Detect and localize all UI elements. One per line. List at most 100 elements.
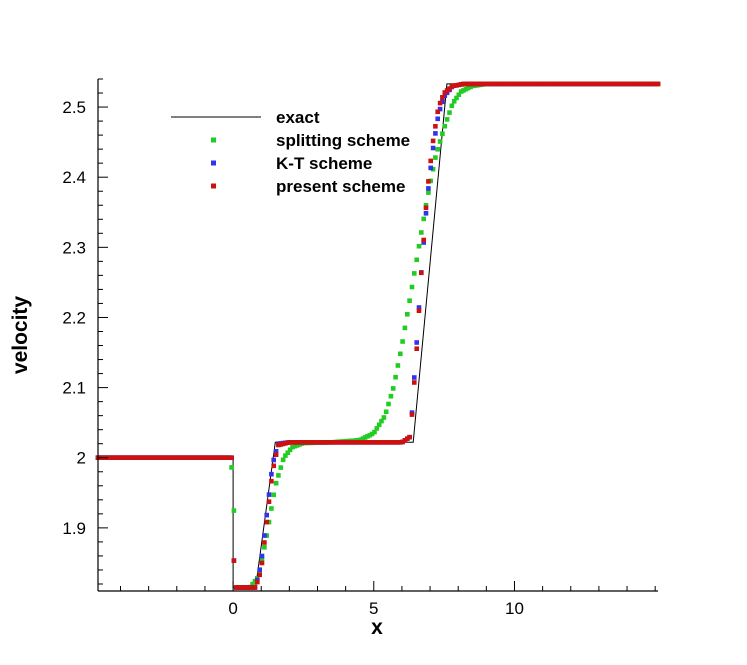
- marker-k-t-scheme: [259, 553, 265, 559]
- marker-present-scheme: [423, 205, 429, 211]
- marker-present-scheme: [489, 81, 494, 87]
- marker-present-scheme: [292, 440, 298, 445]
- marker-present-scheme: [494, 81, 499, 87]
- marker-splitting-scheme: [456, 92, 462, 97]
- marker-present-scheme: [266, 499, 272, 504]
- marker-present-scheme: [243, 585, 248, 590]
- marker-present-scheme: [151, 455, 157, 460]
- marker-present-scheme: [250, 585, 255, 590]
- marker-present-scheme: [280, 441, 286, 447]
- marker-present-scheme: [287, 440, 293, 445]
- marker-splitting-scheme: [426, 190, 431, 195]
- marker-present-scheme: [201, 455, 206, 460]
- x-tick-label: 10: [505, 599, 524, 618]
- marker-k-t-scheme: [273, 449, 279, 454]
- marker-k-t-scheme: [414, 340, 419, 345]
- marker-splitting-scheme: [461, 88, 466, 93]
- marker-splitting-scheme: [412, 271, 417, 276]
- marker-present-scheme: [189, 455, 194, 460]
- marker-present-scheme: [255, 579, 260, 585]
- marker-splitting-scheme: [416, 243, 422, 249]
- marker-present-scheme: [168, 455, 173, 460]
- marker-present-scheme: [435, 109, 440, 115]
- marker-present-scheme: [655, 81, 661, 87]
- marker-splitting-scheme: [449, 103, 455, 109]
- marker-k-t-scheme: [433, 131, 438, 136]
- marker-present-scheme: [571, 81, 576, 87]
- marker-splitting-scheme: [271, 492, 276, 498]
- marker-k-t-scheme: [271, 457, 276, 463]
- marker-splitting-scheme: [231, 508, 237, 513]
- marker-present-scheme: [545, 81, 551, 87]
- marker-present-scheme: [205, 455, 211, 460]
- marker-present-scheme: [608, 81, 614, 87]
- marker-splitting-scheme: [285, 450, 291, 455]
- marker-k-t-scheme: [257, 567, 262, 572]
- marker-present-scheme: [597, 81, 602, 87]
- marker-present-scheme: [269, 478, 274, 484]
- marker-present-scheme: [522, 81, 527, 87]
- marker-present-scheme: [629, 81, 635, 87]
- marker-splitting-scheme: [409, 284, 415, 290]
- marker-splitting-scheme: [287, 447, 293, 453]
- marker-splitting-scheme: [390, 386, 396, 391]
- marker-present-scheme: [341, 440, 347, 445]
- marker-present-scheme: [374, 440, 380, 445]
- marker-present-scheme: [590, 81, 595, 87]
- marker-splitting-scheme: [468, 84, 473, 90]
- marker-splitting-scheme: [379, 418, 384, 424]
- marker-k-t-scheme: [426, 186, 431, 191]
- marker-present-scheme: [444, 88, 450, 93]
- marker-present-scheme: [440, 95, 445, 100]
- marker-present-scheme: [547, 81, 553, 87]
- marker-present-scheme: [428, 158, 433, 164]
- y-tick-label: 2.3: [62, 238, 86, 257]
- marker-present-scheme: [468, 81, 473, 87]
- marker-splitting-scheme: [407, 298, 412, 303]
- marker-k-t-scheme: [430, 145, 436, 151]
- legend-swatch: [211, 160, 216, 166]
- marker-splitting-scheme: [451, 99, 457, 104]
- marker-splitting-scheme: [430, 166, 436, 172]
- marker-k-t-scheme: [412, 375, 417, 380]
- marker-present-scheme: [369, 440, 375, 445]
- marker-present-scheme: [430, 138, 436, 144]
- marker-splitting-scheme: [262, 545, 267, 550]
- marker-present-scheme: [262, 540, 267, 545]
- marker-present-scheme: [217, 455, 223, 460]
- marker-present-scheme: [395, 440, 401, 445]
- marker-present-scheme: [135, 455, 141, 460]
- marker-present-scheme: [592, 81, 597, 87]
- marker-splitting-scheme: [421, 216, 426, 222]
- marker-present-scheme: [325, 440, 330, 445]
- marker-present-scheme: [123, 455, 129, 460]
- marker-present-scheme: [140, 455, 145, 460]
- marker-present-scheme: [226, 455, 232, 460]
- marker-present-scheme: [264, 519, 269, 525]
- marker-k-t-scheme: [269, 471, 274, 477]
- marker-present-scheme: [625, 81, 630, 87]
- marker-splitting-scheme: [435, 147, 440, 152]
- marker-splitting-scheme: [292, 443, 298, 449]
- marker-present-scheme: [618, 81, 623, 87]
- marker-splitting-scheme: [278, 465, 284, 470]
- y-tick-label: 2.2: [62, 308, 86, 327]
- marker-splitting-scheme: [381, 415, 387, 420]
- marker-present-scheme: [465, 81, 471, 87]
- marker-present-scheme: [651, 81, 656, 87]
- marker-splitting-scheme: [414, 257, 419, 263]
- marker-present-scheme: [318, 440, 323, 445]
- marker-present-scheme: [515, 81, 520, 87]
- y-axis-title: velocity: [9, 296, 32, 375]
- marker-present-scheme: [304, 440, 309, 445]
- plot-area: [95, 81, 661, 590]
- marker-present-scheme: [641, 81, 647, 87]
- marker-splitting-scheme: [276, 473, 281, 478]
- marker-k-t-scheme: [266, 492, 272, 497]
- marker-splitting-scheme: [376, 422, 382, 428]
- marker-present-scheme: [585, 81, 590, 87]
- marker-present-scheme: [627, 81, 633, 87]
- marker-present-scheme: [233, 585, 239, 590]
- marker-splitting-scheme: [229, 465, 234, 470]
- marker-splitting-scheme: [386, 401, 391, 407]
